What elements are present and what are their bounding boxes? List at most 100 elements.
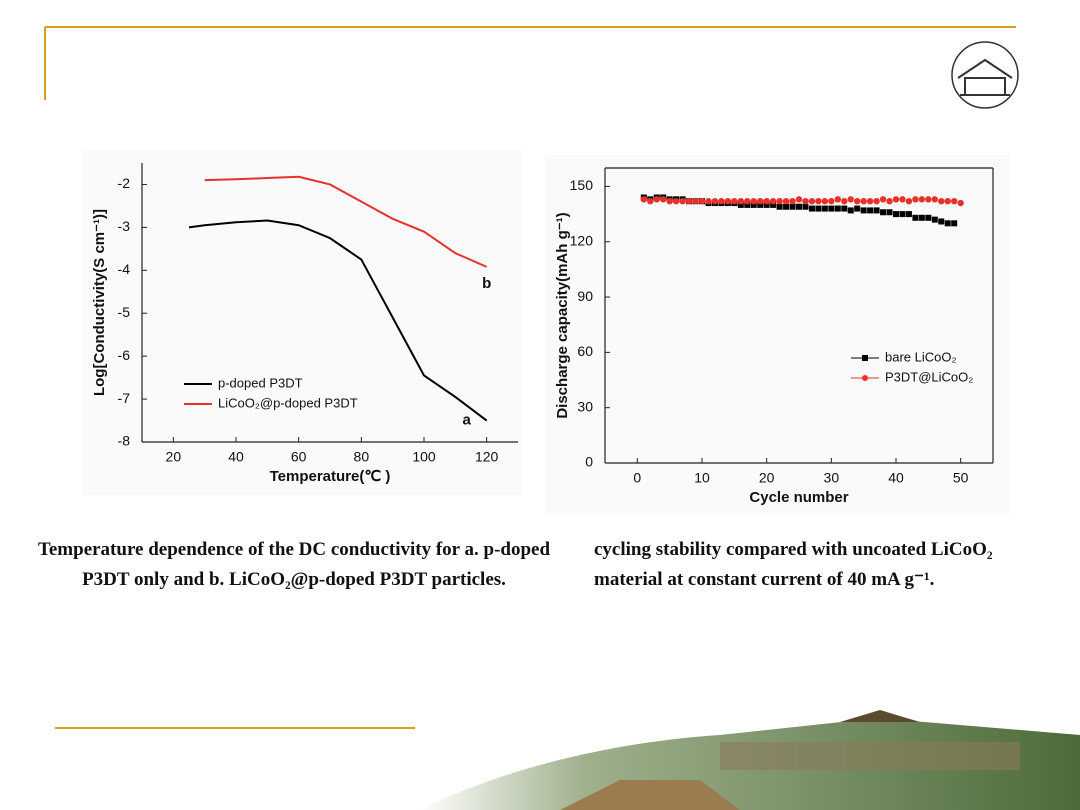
point [672, 197, 680, 205]
point [718, 197, 725, 205]
point [912, 196, 919, 203]
point [847, 196, 854, 203]
y-tick-label: -4 [118, 261, 131, 277]
point [834, 205, 841, 212]
y-tick-label: 60 [577, 343, 593, 359]
point [821, 197, 829, 205]
point [724, 197, 732, 205]
point [860, 197, 867, 205]
point [828, 205, 835, 212]
chart-panel [82, 150, 522, 495]
y-axis-label: Log[Conductivity(S cm⁻¹)] [91, 209, 108, 396]
point [925, 196, 932, 203]
point [866, 197, 874, 205]
point [763, 197, 770, 205]
x-tick-label: 50 [953, 470, 969, 486]
legend-label: p-doped P3DT [218, 375, 303, 390]
x-tick-label: 80 [354, 449, 370, 465]
point [653, 196, 660, 203]
point [938, 218, 945, 225]
point [886, 197, 893, 205]
x-tick-label: 40 [228, 449, 244, 465]
legend-marker [862, 375, 868, 381]
point [951, 220, 958, 227]
y-tick-label: -3 [118, 218, 131, 234]
point [931, 196, 938, 203]
point [770, 201, 777, 208]
chart-panel [545, 155, 1010, 515]
point [757, 197, 764, 205]
point [776, 197, 783, 205]
y-tick-label: 0 [585, 454, 593, 470]
point [957, 199, 964, 207]
point [783, 203, 790, 210]
point [892, 196, 900, 203]
annotation: b [482, 275, 491, 292]
point [750, 201, 757, 208]
point [711, 197, 719, 205]
point [802, 197, 809, 205]
point [782, 197, 790, 205]
point [795, 196, 803, 203]
point [744, 201, 751, 208]
point [789, 197, 796, 205]
y-tick-label: -5 [118, 304, 131, 320]
point [931, 216, 938, 223]
point [815, 197, 822, 205]
point [893, 211, 899, 218]
point [763, 201, 770, 208]
point [731, 197, 738, 205]
point [705, 197, 712, 205]
campus-image [420, 710, 1080, 810]
point [899, 196, 906, 203]
x-tick-label: 120 [475, 449, 499, 465]
point [685, 197, 693, 205]
point [698, 197, 706, 205]
y-tick-label: -8 [118, 433, 131, 449]
point [938, 197, 945, 205]
point [854, 205, 861, 212]
point [808, 197, 816, 205]
point [769, 197, 777, 205]
legend-label: bare LiCoO₂ [885, 349, 957, 364]
x-tick-label: 20 [759, 470, 775, 486]
x-tick-label: 40 [888, 470, 904, 486]
point [834, 196, 841, 203]
point [854, 197, 861, 205]
point [860, 207, 867, 214]
point [750, 197, 757, 205]
caption: Temperature dependence of the DC conduct… [37, 539, 551, 590]
legend-label: LiCoO₂@p-doped P3DT [218, 395, 358, 410]
point [905, 197, 913, 205]
point [808, 205, 815, 212]
y-tick-label: 120 [570, 232, 594, 248]
point [640, 196, 647, 203]
point [886, 209, 893, 216]
logo [951, 41, 1019, 109]
point [789, 203, 796, 210]
annotation: a [462, 412, 471, 429]
point [737, 201, 744, 208]
line-series [188, 219, 488, 422]
point [666, 197, 673, 205]
point [847, 207, 854, 214]
point [757, 201, 764, 208]
point [899, 211, 906, 218]
y-axis-label: Discharge capacity(mAh g⁻¹) [554, 212, 571, 418]
point [660, 196, 667, 203]
point [828, 197, 835, 205]
point [821, 205, 828, 212]
point [873, 197, 880, 205]
point [776, 203, 783, 210]
point [880, 209, 887, 216]
x-tick-label: 30 [824, 470, 840, 486]
x-tick-label: 0 [633, 470, 641, 486]
point [873, 207, 880, 214]
point [867, 207, 874, 214]
y-tick-label: -7 [118, 390, 131, 406]
point [692, 197, 699, 205]
legend-marker [862, 355, 868, 361]
x-axis-label: Cycle number [749, 489, 848, 506]
